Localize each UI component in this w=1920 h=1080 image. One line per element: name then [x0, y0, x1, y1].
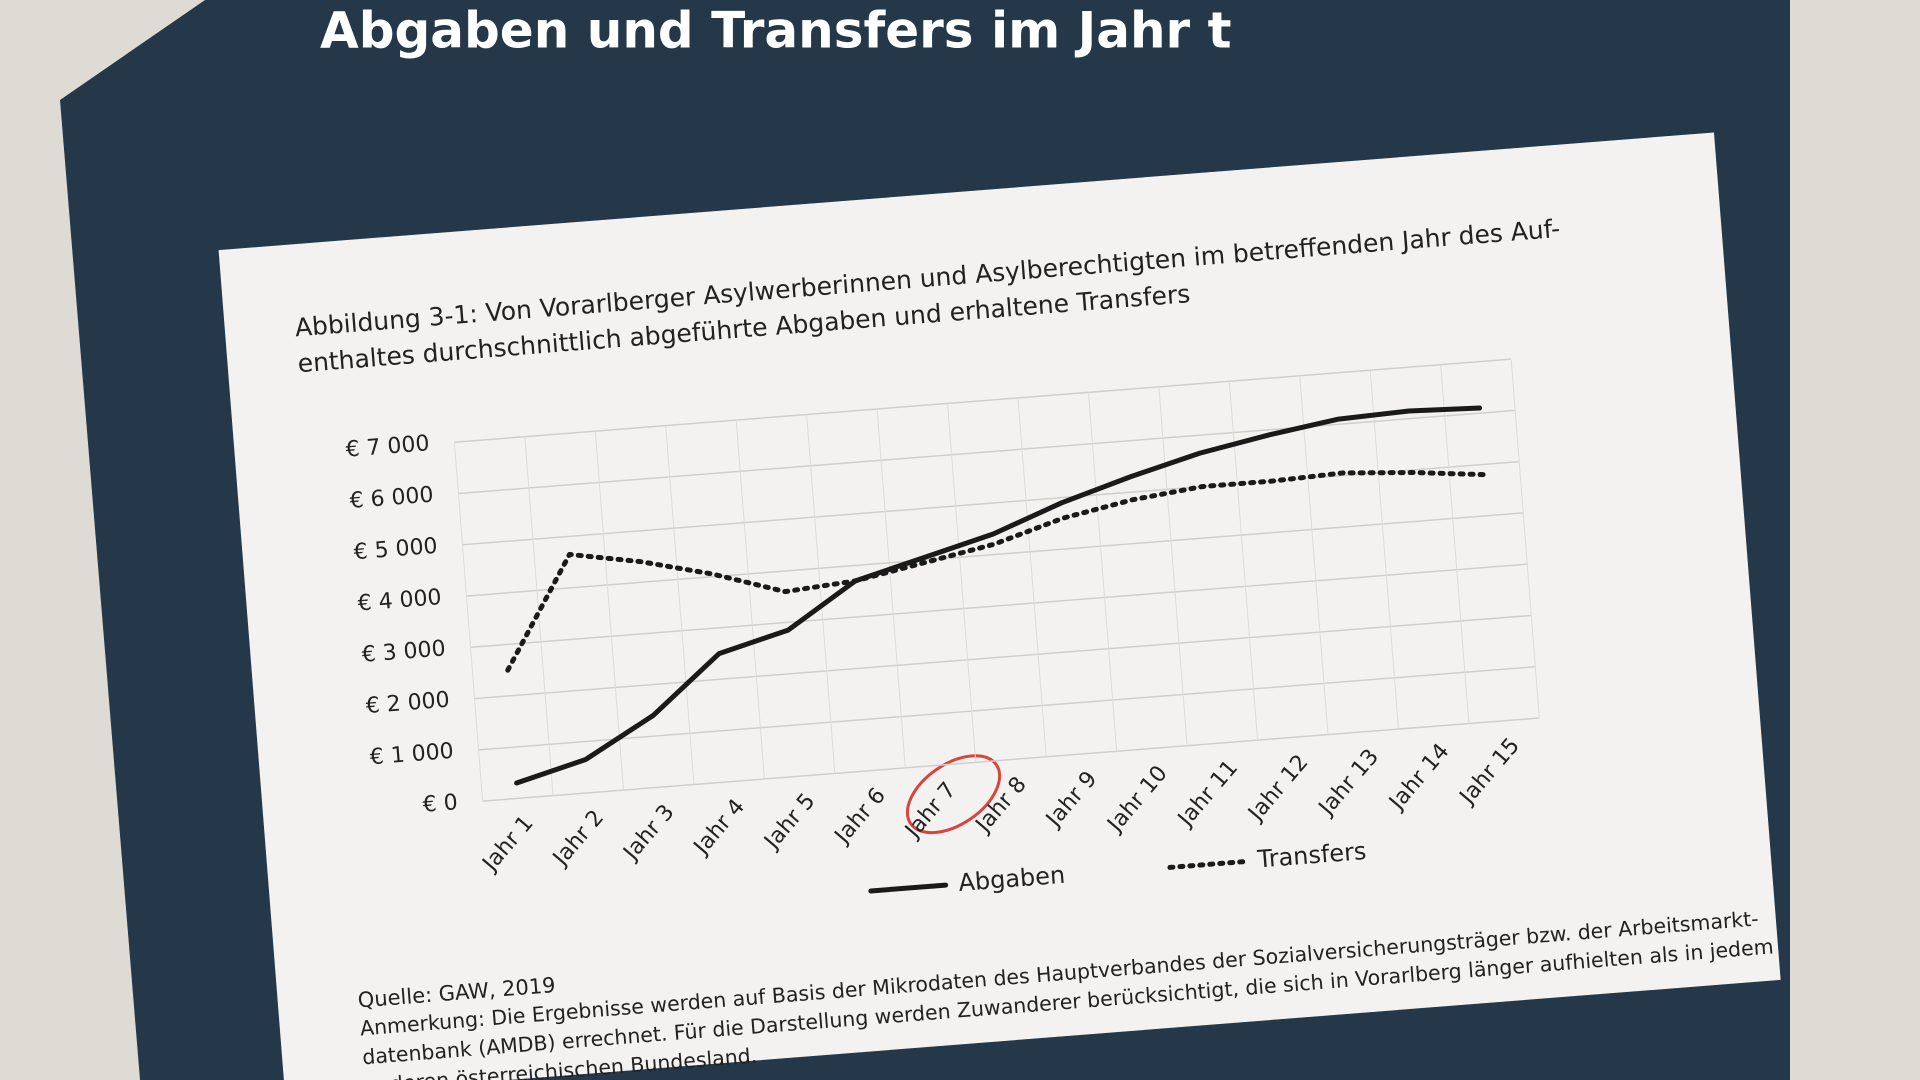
grid-line	[482, 717, 1540, 802]
vertical-grid	[947, 403, 977, 763]
vertical-grid	[453, 442, 484, 802]
grid-line	[474, 614, 1532, 700]
grid-line	[458, 409, 1516, 495]
series-line	[514, 405, 1483, 786]
vertical-grid	[806, 414, 836, 774]
vertical-grid	[1440, 364, 1470, 724]
vertical-grid	[665, 425, 695, 785]
vertical-grid	[1017, 397, 1047, 757]
card-background	[218, 132, 1781, 1080]
highlight-circle	[905, 754, 1002, 835]
vertical-grid	[1369, 370, 1399, 730]
grid-line	[478, 665, 1536, 751]
slide-title: Abgaben und Transfers im Jahr t	[320, 2, 1232, 60]
grid-line	[466, 512, 1524, 597]
vertical-grid	[594, 431, 625, 791]
vertical-grid	[1087, 392, 1118, 752]
legend-swatch	[868, 882, 949, 894]
grid-line	[454, 358, 1512, 444]
vertical-grid	[1228, 381, 1259, 741]
chart-card: Abbildung 3-1: Von Vorarlberger Asylwerb…	[218, 132, 1781, 1080]
vertical-grid	[1299, 375, 1329, 735]
vertical-grid	[876, 408, 906, 768]
vertical-grid	[1158, 386, 1188, 746]
y-tick-label: € 0	[422, 790, 459, 818]
grid-line	[462, 460, 1520, 546]
vertical-grid	[1510, 359, 1540, 719]
series-line	[505, 470, 1488, 673]
legend-swatch	[1167, 859, 1248, 870]
vertical-grid	[735, 420, 765, 780]
grid-line	[470, 563, 1528, 649]
